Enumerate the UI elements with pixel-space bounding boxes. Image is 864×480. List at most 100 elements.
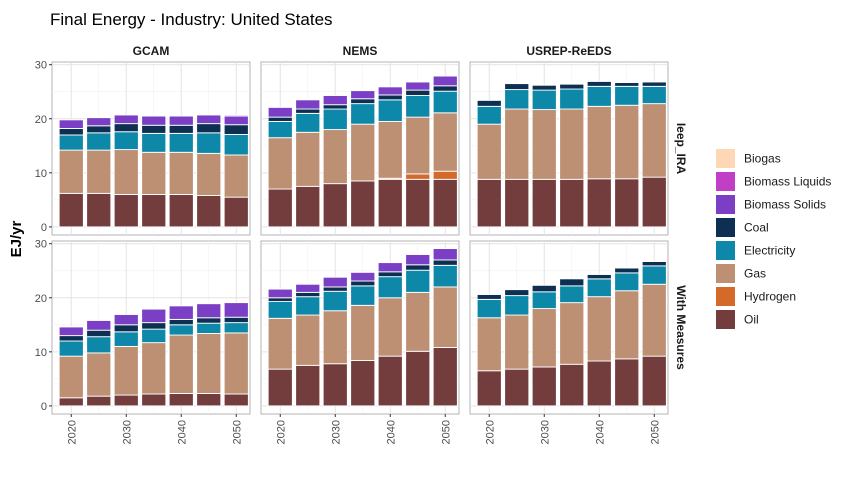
legend-label-hydrogen: Hydrogen	[744, 290, 796, 304]
legend-item-biomass-liquids: Biomass Liquids	[716, 172, 831, 191]
bar-segment-gas-2025	[504, 314, 530, 370]
bar-segment-oil-2030	[531, 366, 557, 407]
legend-label-biomass-liquids: Biomass Liquids	[744, 175, 831, 189]
bar-segment-gas-2045	[614, 104, 640, 180]
bar-segment-oil-2045	[614, 178, 640, 228]
chart-title: Final Energy - Industry: United States	[50, 10, 333, 29]
bar-segment-gas-2020	[267, 317, 293, 370]
bar-segment-coal-2035	[350, 280, 376, 287]
bar-segment-coal-2025	[86, 329, 112, 338]
bar-segment-electricity-2045	[614, 85, 640, 106]
legend-item-coal: Coal	[716, 218, 769, 237]
bar-segment-coal-2035	[559, 83, 585, 90]
bar-segment-coal-2035	[141, 322, 167, 330]
legend-item-electricity: Electricity	[716, 241, 795, 260]
bar-segment-coal-2045	[614, 267, 640, 274]
bar-segment-gas-2045	[196, 332, 222, 394]
bar-segment-oil-2020	[267, 368, 293, 407]
bar-segment-electricity-2025	[295, 296, 321, 316]
bar-segment-coal-2020	[267, 297, 293, 302]
bar-segment-electricity-2040	[586, 85, 612, 107]
bar-segment-biomass-liquids-2050	[223, 114, 249, 117]
bar-segment-coal-2035	[141, 124, 167, 134]
bar-segment-electricity-2035	[559, 285, 585, 304]
bar-segment-biomass-solids-2040	[377, 86, 403, 96]
bar-segment-gas-2020	[476, 123, 502, 180]
bar-segment-biomass-solids-2030	[322, 276, 348, 288]
bar-segment-oil-2035	[141, 393, 167, 407]
bar-segment-coal-2045	[196, 317, 222, 324]
bar-segment-electricity-2040	[168, 132, 194, 153]
bar-segment-gas-2035	[559, 302, 585, 365]
legend: Biogas Biomass Liquids Biomass Solids Coal E…	[716, 149, 831, 329]
bar-segment-gas-2045	[405, 116, 431, 175]
bar-segment-gas-2050	[641, 283, 667, 357]
bar-segment-gas-2030	[322, 310, 348, 365]
legend-key-biomass-liquids	[716, 172, 735, 191]
bar-segment-gas-2050	[432, 286, 458, 348]
bar-segment-electricity-2025	[295, 112, 321, 133]
bar-segment-oil-2040	[586, 178, 612, 228]
bar-segment-oil-2050	[223, 196, 249, 228]
y-tick-label: 30	[35, 239, 47, 251]
bar-segment-oil-2045	[196, 393, 222, 407]
bar-segment-biomass-solids-2050	[432, 75, 458, 87]
bar-segment-coal-2045	[405, 89, 431, 96]
bar-segment-electricity-2050	[223, 322, 249, 334]
bar-segment-electricity-2020	[267, 121, 293, 139]
bar-segment-biomass-solids-2020	[267, 106, 293, 118]
y-tick-label: 20	[35, 293, 47, 305]
bar-segment-coal-2030	[322, 286, 348, 292]
legend-label-oil: Oil	[744, 313, 759, 327]
bar-segment-electricity-2040	[377, 99, 403, 122]
bar-segment-biomass-solids-2025	[295, 99, 321, 110]
legend-label-electricity: Electricity	[744, 244, 795, 258]
bar-segment-coal-2030	[322, 104, 348, 110]
bar-segment-coal-2030	[113, 123, 139, 133]
bar-segment-oil-2020	[267, 188, 293, 228]
bar-segment-electricity-2030	[113, 131, 139, 151]
bar-segment-biomass-solids-2035	[350, 90, 376, 100]
bar-segment-biomass-solids-2030	[322, 95, 348, 106]
bar-segment-coal-2040	[168, 318, 194, 326]
legend-key-gas	[716, 264, 735, 283]
bar-segment-electricity-2035	[141, 132, 167, 153]
x-tick-label: 2020	[66, 420, 78, 444]
legend-item-biogas: Biogas	[716, 149, 781, 168]
bar-segment-electricity-2045	[196, 132, 222, 154]
bar-segment-electricity-2040	[168, 324, 194, 336]
x-tick-label: 2050	[440, 420, 452, 444]
bar-segment-gas-2050	[432, 112, 458, 172]
bar-segment-coal-2025	[295, 108, 321, 114]
bar-segment-electricity-2045	[405, 95, 431, 118]
bar-segment-coal-2025	[504, 289, 530, 297]
bar-segment-gas-2050	[223, 154, 249, 198]
bar-segment-electricity-2050	[223, 133, 249, 156]
x-tick-label: 2050	[231, 420, 243, 444]
bar-segment-oil-2020	[58, 397, 84, 407]
bar-segment-oil-2045	[196, 195, 222, 228]
bar-segment-gas-2025	[86, 149, 112, 194]
y-axis-title: EJ/yr	[8, 220, 25, 257]
bar-segment-coal-2050	[432, 259, 458, 266]
bar-segment-electricity-2025	[86, 132, 112, 151]
facet-strip-nems: NEMS	[343, 44, 378, 58]
bar-segment-electricity-2030	[322, 108, 348, 131]
bar-segment-coal-2020	[476, 294, 502, 300]
panel-nems-ieep-ira	[260, 61, 460, 236]
bar-segment-coal-2030	[531, 84, 557, 91]
bar-segment-electricity-2045	[614, 272, 640, 292]
bar-segment-gas-2030	[531, 109, 557, 180]
bar-segment-oil-2030	[113, 394, 139, 407]
bar-segment-electricity-2030	[531, 89, 557, 111]
bar-segment-gas-2040	[377, 121, 403, 179]
bar-segment-biomass-solids-2035	[350, 271, 376, 282]
bar-segment-electricity-2035	[559, 88, 585, 110]
bar-segment-coal-2050	[223, 124, 249, 135]
bar-segment-coal-2050	[641, 261, 667, 267]
bar-segment-coal-2045	[405, 264, 431, 271]
bar-segment-gas-2030	[531, 308, 557, 368]
bar-segment-biomass-solids-2020	[267, 288, 293, 299]
bar-segment-oil-2025	[504, 368, 530, 407]
bar-segment-oil-2025	[295, 364, 321, 407]
